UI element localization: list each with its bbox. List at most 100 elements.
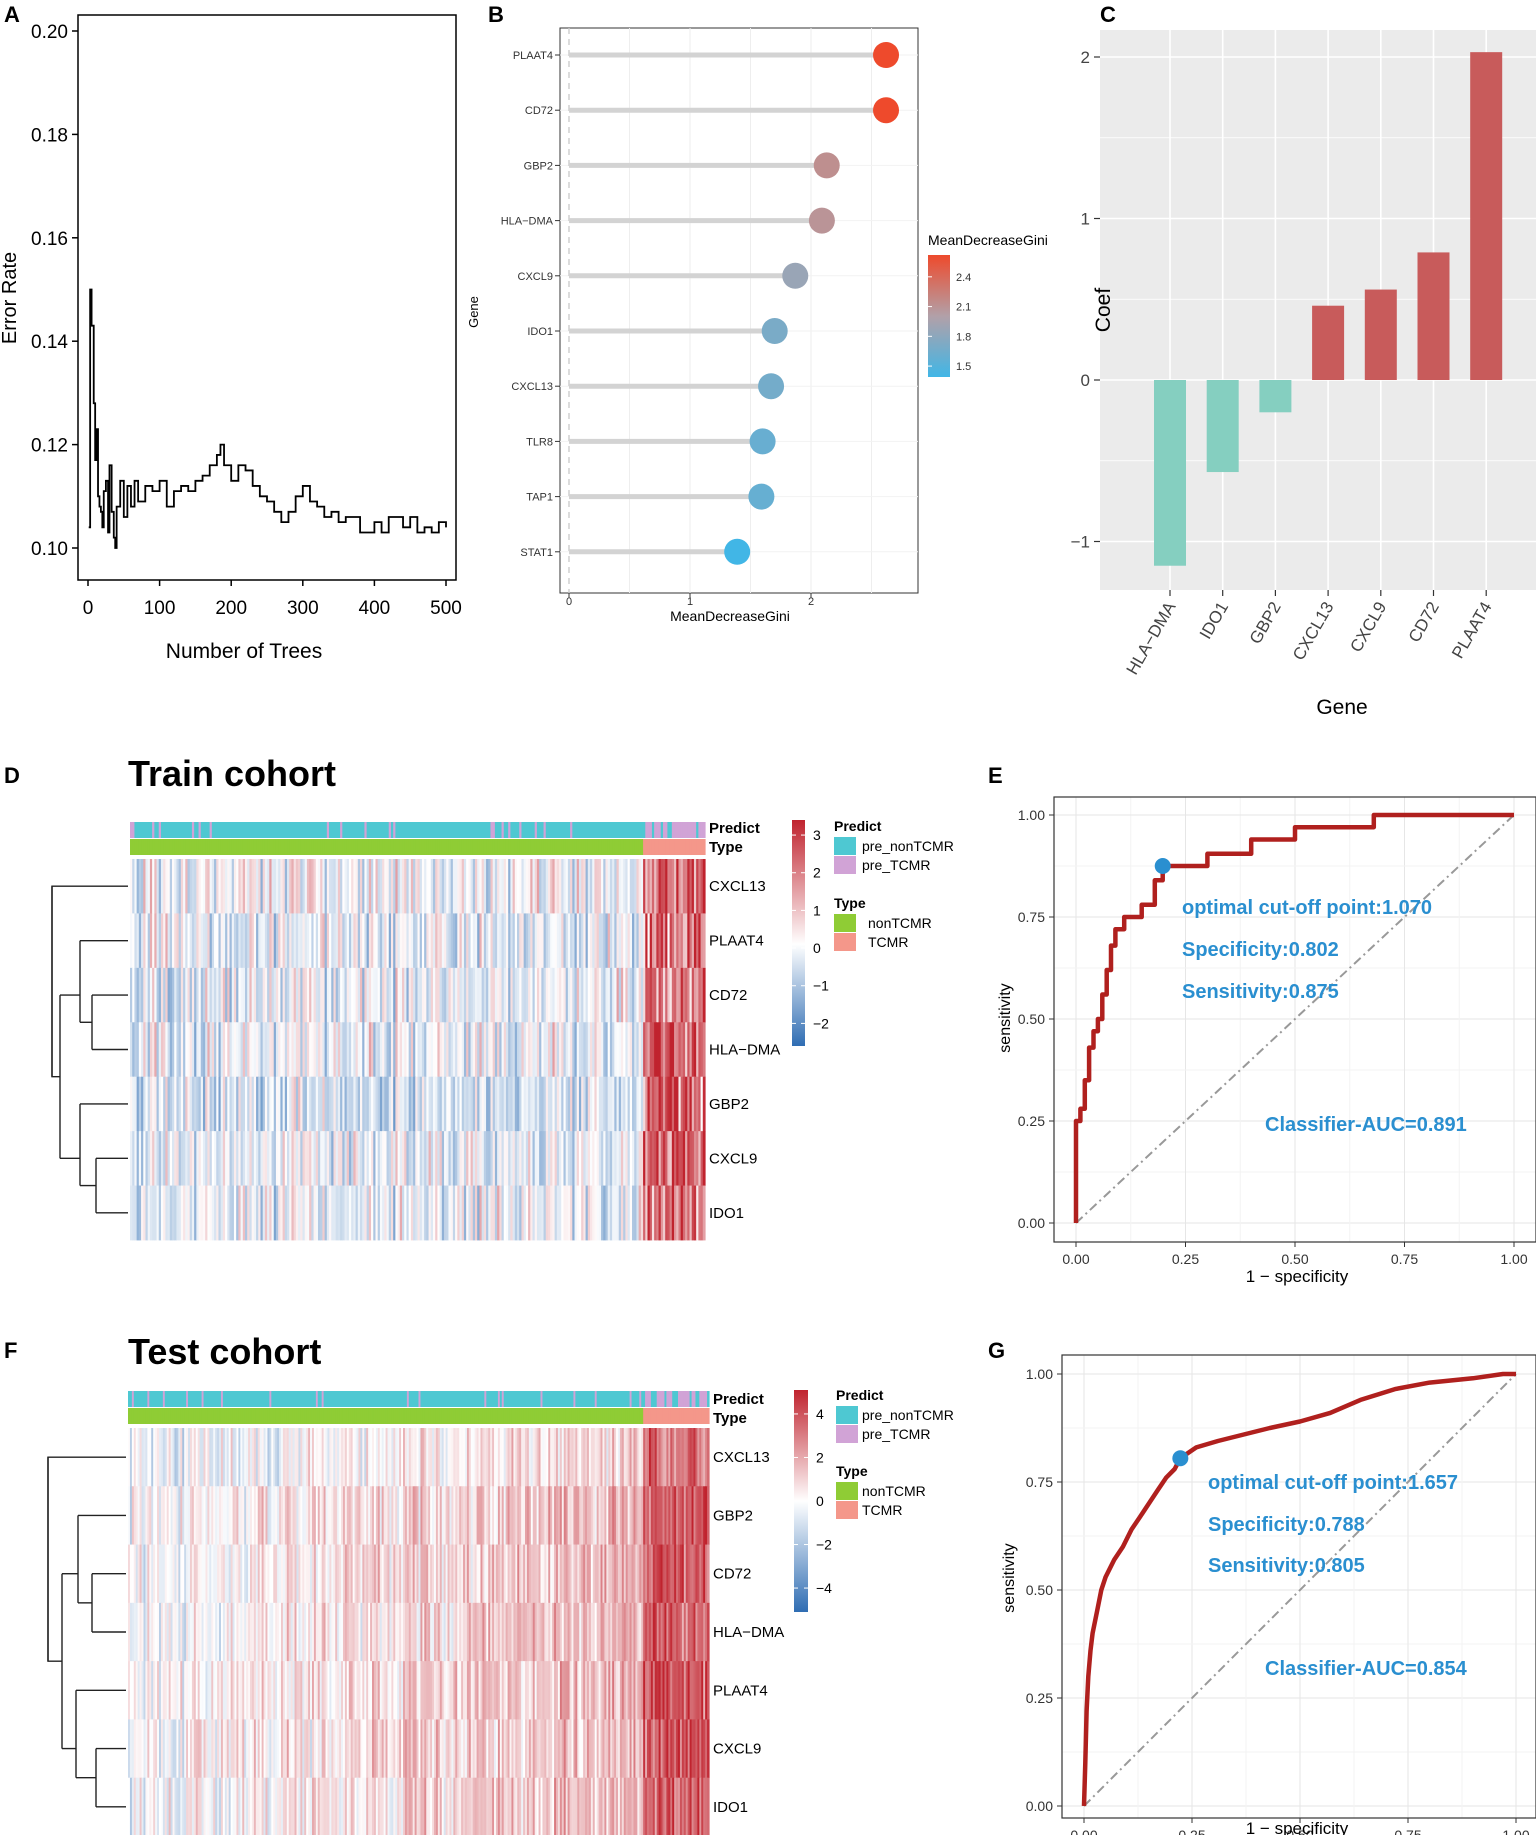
heat-cell	[702, 1076, 706, 1132]
heat-cell	[346, 859, 350, 914]
panel-c-x-label: Gene	[1316, 696, 1367, 719]
heat-cell	[503, 1022, 507, 1078]
heat-cell	[356, 1719, 360, 1779]
heat-cell	[499, 1486, 503, 1545]
heat-cell	[389, 1428, 392, 1487]
heat-cell	[408, 1602, 412, 1662]
predict-cell	[559, 1391, 563, 1407]
heat-cell	[183, 967, 186, 1023]
heat-cell	[402, 1185, 405, 1241]
heat-cell	[532, 1602, 536, 1662]
heat-cell	[286, 1486, 290, 1545]
heat-cell	[222, 1544, 226, 1604]
type-cell	[137, 1408, 141, 1424]
heat-cell	[449, 1602, 453, 1662]
heat-cell	[691, 1076, 695, 1132]
heat-cell	[167, 1022, 171, 1078]
heat-cell	[509, 1661, 513, 1720]
heat-cell	[404, 1661, 408, 1720]
heat-cell	[186, 1428, 189, 1487]
heat-cell	[439, 1486, 443, 1545]
heat-cell	[453, 1486, 456, 1545]
heat-cell	[631, 1486, 635, 1545]
heat-cell	[559, 1428, 563, 1487]
heat-cell	[602, 1544, 606, 1604]
heat-cell	[264, 1131, 268, 1186]
type-cell	[315, 839, 319, 855]
heat-cell	[251, 967, 255, 1023]
predict-cell	[598, 822, 602, 838]
heat-cell	[304, 1428, 307, 1487]
heat-cell	[574, 1076, 578, 1132]
heat-cell	[346, 1185, 350, 1241]
heat-cell	[364, 859, 368, 914]
heat-cell	[534, 1076, 538, 1132]
heat-cell	[567, 1661, 571, 1720]
heat-cell	[421, 1076, 425, 1132]
heat-cell	[306, 967, 310, 1023]
heat-cell	[676, 1022, 680, 1078]
predict-cell	[428, 822, 432, 838]
heat-cell	[681, 1661, 685, 1720]
heat-cell	[386, 1131, 390, 1186]
predict-cell	[509, 1391, 513, 1407]
lollipop-point	[873, 97, 900, 124]
heat-cell	[261, 1544, 265, 1604]
heat-cell	[532, 1544, 536, 1604]
heat-cell	[503, 1719, 507, 1779]
heat-cell	[325, 1544, 329, 1604]
heat-cell	[390, 1076, 394, 1132]
heat-cell	[477, 1076, 481, 1132]
predict-cell	[310, 1391, 313, 1407]
predict-cell	[621, 1391, 625, 1407]
panel-b-y-tick-label: CXCL13	[511, 381, 553, 393]
heat-cell	[288, 1661, 292, 1720]
heat-cell	[468, 1719, 472, 1779]
predict-cell	[269, 822, 273, 838]
type-cell	[174, 1408, 178, 1424]
heat-cell	[539, 1076, 542, 1132]
heat-cell	[154, 1131, 158, 1186]
type-cell	[284, 1408, 288, 1424]
heat-cell	[538, 1544, 542, 1604]
heat-cell	[468, 1544, 472, 1604]
heat-cell	[455, 1661, 458, 1720]
heat-cell	[238, 913, 242, 969]
heat-cell	[366, 1131, 370, 1186]
heat-cell	[384, 967, 388, 1023]
heat-cell	[426, 1486, 429, 1545]
heat-cell	[554, 1428, 557, 1487]
heat-cell	[340, 859, 343, 914]
heat-cell	[635, 1602, 638, 1662]
heat-cell	[295, 913, 299, 969]
heat-cell	[141, 913, 144, 969]
heat-cell	[136, 913, 140, 969]
heat-cell	[682, 1022, 686, 1078]
predict-cell	[199, 1391, 203, 1407]
heat-cell	[253, 1131, 257, 1186]
heat-cell	[404, 967, 408, 1023]
predict-cell	[475, 822, 478, 838]
heat-cell	[674, 859, 677, 914]
heat-cell	[296, 1661, 300, 1720]
heat-cell	[468, 1661, 472, 1720]
type-cell	[507, 1408, 511, 1424]
heat-cell	[288, 1486, 292, 1545]
heat-cell	[534, 1602, 538, 1662]
heat-cell	[165, 1185, 169, 1241]
heat-cell	[258, 859, 262, 914]
panel-e-y-label: sensitivity	[997, 983, 1014, 1052]
heat-cell	[196, 913, 200, 969]
heat-cell	[667, 913, 671, 969]
heat-cell	[441, 967, 445, 1023]
heat-cell	[519, 1022, 523, 1078]
heat-cell	[428, 967, 432, 1023]
heat-cell	[559, 1131, 562, 1186]
heat-cell	[324, 859, 328, 914]
panel-c-x-tick-label: CD72	[1405, 599, 1443, 646]
heat-cell	[513, 1602, 516, 1662]
heat-cell	[698, 913, 702, 969]
type-cell	[422, 1408, 425, 1424]
predict-cell	[385, 1391, 389, 1407]
heat-cell	[680, 967, 684, 1023]
